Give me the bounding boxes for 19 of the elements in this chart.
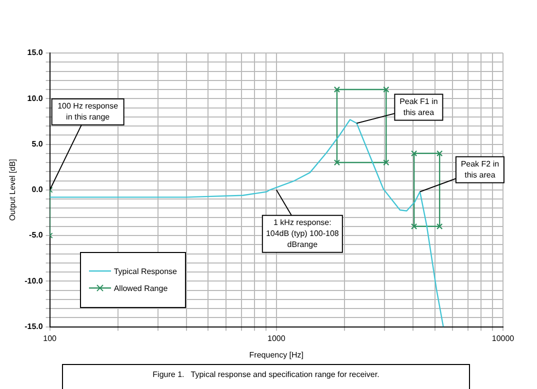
x-axis-title: Frequency [Hz] — [249, 350, 304, 360]
legend-label: Typical Response — [114, 266, 177, 276]
x-tick-label: 1000 — [268, 334, 286, 343]
legend-label: Allowed Range — [114, 284, 168, 293]
annotation: 1 kHz response: 104dB (typ) 100-108 dBrange — [266, 218, 340, 250]
annotation: Peak F1 in this area — [400, 96, 438, 117]
y-tick-label: 10.0 — [27, 94, 44, 103]
annotation: Peak F2 in this area — [460, 159, 500, 180]
annotation: 100 Hz response in this range — [58, 102, 119, 122]
y-tick-label: 15.0 — [27, 48, 44, 58]
x-tick-label: 10000 — [492, 334, 515, 343]
y-tick-label: -15.0 — [24, 322, 44, 332]
y-axis-title: Output Level [dB] — [8, 158, 18, 221]
y-tick-label: 5.0 — [32, 139, 44, 148]
y-tick-label: -10.0 — [24, 276, 44, 286]
caption: Figure 1. Typical response and specification range for receiver. — [62, 364, 470, 389]
x-tick-label: 100 — [43, 334, 58, 343]
y-tick-label: 0.0 — [32, 185, 44, 194]
y-tick-label: -5.0 — [29, 230, 44, 240]
